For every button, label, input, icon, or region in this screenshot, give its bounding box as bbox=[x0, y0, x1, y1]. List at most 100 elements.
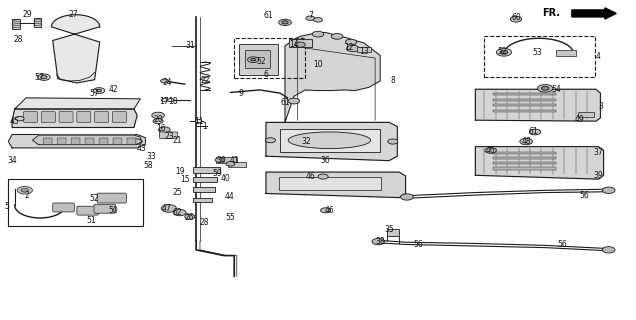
Text: 46: 46 bbox=[486, 146, 495, 155]
FancyBboxPatch shape bbox=[127, 138, 136, 144]
Circle shape bbox=[541, 86, 549, 90]
Circle shape bbox=[295, 42, 305, 47]
Circle shape bbox=[529, 129, 541, 135]
Circle shape bbox=[162, 99, 168, 102]
Bar bbox=[193, 167, 219, 173]
Circle shape bbox=[184, 214, 195, 219]
Bar bbox=[387, 228, 399, 236]
Text: 32: 32 bbox=[301, 137, 312, 146]
Text: 57: 57 bbox=[90, 89, 99, 98]
Text: 34: 34 bbox=[7, 156, 17, 165]
Text: 52: 52 bbox=[90, 194, 99, 203]
Text: 36: 36 bbox=[321, 156, 331, 165]
Circle shape bbox=[38, 74, 50, 80]
Circle shape bbox=[173, 209, 186, 216]
Circle shape bbox=[372, 238, 385, 245]
Text: 54: 54 bbox=[551, 85, 561, 94]
Circle shape bbox=[247, 57, 259, 62]
Bar bbox=[289, 39, 312, 47]
Polygon shape bbox=[15, 98, 141, 109]
Circle shape bbox=[602, 247, 615, 253]
FancyBboxPatch shape bbox=[71, 138, 80, 144]
Polygon shape bbox=[475, 147, 604, 179]
Bar bbox=[357, 47, 371, 52]
Text: 58: 58 bbox=[143, 161, 153, 170]
Text: 61: 61 bbox=[264, 11, 273, 20]
Text: 42: 42 bbox=[109, 85, 118, 94]
Text: FR.: FR. bbox=[543, 8, 560, 19]
Circle shape bbox=[314, 18, 322, 22]
Circle shape bbox=[520, 138, 532, 145]
Text: 45: 45 bbox=[10, 117, 20, 126]
Text: 20: 20 bbox=[153, 115, 163, 124]
Polygon shape bbox=[266, 123, 398, 161]
Text: 22: 22 bbox=[200, 76, 210, 85]
FancyArrow shape bbox=[572, 8, 616, 19]
Bar bbox=[216, 157, 237, 163]
Text: 52: 52 bbox=[256, 57, 266, 66]
Bar bbox=[578, 112, 594, 117]
Text: 5: 5 bbox=[4, 202, 10, 211]
Text: 35: 35 bbox=[384, 225, 394, 234]
Text: 17: 17 bbox=[160, 97, 169, 106]
Text: 29: 29 bbox=[22, 10, 32, 19]
FancyBboxPatch shape bbox=[94, 204, 116, 213]
Text: 26: 26 bbox=[185, 213, 195, 222]
Text: 4: 4 bbox=[596, 52, 601, 61]
Text: 61: 61 bbox=[529, 127, 539, 136]
Bar bbox=[484, 36, 595, 76]
Text: 43: 43 bbox=[137, 144, 146, 153]
Text: 39: 39 bbox=[593, 172, 604, 180]
Text: 62: 62 bbox=[172, 208, 182, 217]
Bar bbox=[193, 197, 212, 202]
Polygon shape bbox=[8, 134, 146, 148]
Bar bbox=[280, 129, 380, 152]
Text: 46: 46 bbox=[324, 206, 335, 215]
Circle shape bbox=[162, 204, 176, 212]
Circle shape bbox=[195, 120, 202, 123]
Circle shape bbox=[347, 45, 359, 52]
Text: 41: 41 bbox=[230, 156, 239, 165]
Circle shape bbox=[485, 148, 496, 153]
Text: 1: 1 bbox=[203, 122, 207, 131]
Text: 28: 28 bbox=[199, 218, 209, 227]
Circle shape bbox=[318, 174, 328, 179]
Text: 49: 49 bbox=[574, 115, 584, 124]
Text: 6: 6 bbox=[263, 70, 268, 79]
Text: 52: 52 bbox=[497, 46, 507, 56]
Text: 24: 24 bbox=[162, 78, 172, 87]
Bar bbox=[556, 50, 576, 56]
Circle shape bbox=[97, 89, 102, 92]
Circle shape bbox=[510, 16, 522, 22]
Polygon shape bbox=[285, 33, 380, 123]
Circle shape bbox=[161, 79, 169, 83]
Text: 46: 46 bbox=[305, 172, 315, 181]
Text: 16: 16 bbox=[156, 124, 165, 133]
Text: 56: 56 bbox=[413, 240, 423, 249]
Polygon shape bbox=[12, 109, 137, 127]
Text: 31: 31 bbox=[185, 41, 195, 51]
FancyBboxPatch shape bbox=[113, 112, 127, 123]
FancyBboxPatch shape bbox=[113, 138, 122, 144]
Circle shape bbox=[401, 194, 413, 200]
Bar bbox=[492, 99, 556, 101]
Text: 25: 25 bbox=[172, 188, 182, 197]
Text: 18: 18 bbox=[169, 97, 178, 106]
Text: 28: 28 bbox=[14, 35, 23, 44]
Bar bbox=[245, 50, 270, 68]
Circle shape bbox=[388, 139, 398, 144]
Text: 9: 9 bbox=[238, 89, 243, 98]
Circle shape bbox=[306, 16, 315, 20]
Text: 38: 38 bbox=[375, 237, 385, 246]
Circle shape bbox=[282, 21, 288, 24]
FancyBboxPatch shape bbox=[160, 132, 177, 138]
FancyBboxPatch shape bbox=[57, 138, 66, 144]
Polygon shape bbox=[475, 89, 600, 121]
Polygon shape bbox=[266, 172, 406, 197]
FancyBboxPatch shape bbox=[97, 193, 127, 203]
Text: 57: 57 bbox=[34, 73, 44, 82]
Text: 50: 50 bbox=[109, 206, 118, 215]
Bar bbox=[492, 157, 556, 159]
Text: 51: 51 bbox=[86, 216, 95, 225]
Circle shape bbox=[331, 34, 343, 39]
